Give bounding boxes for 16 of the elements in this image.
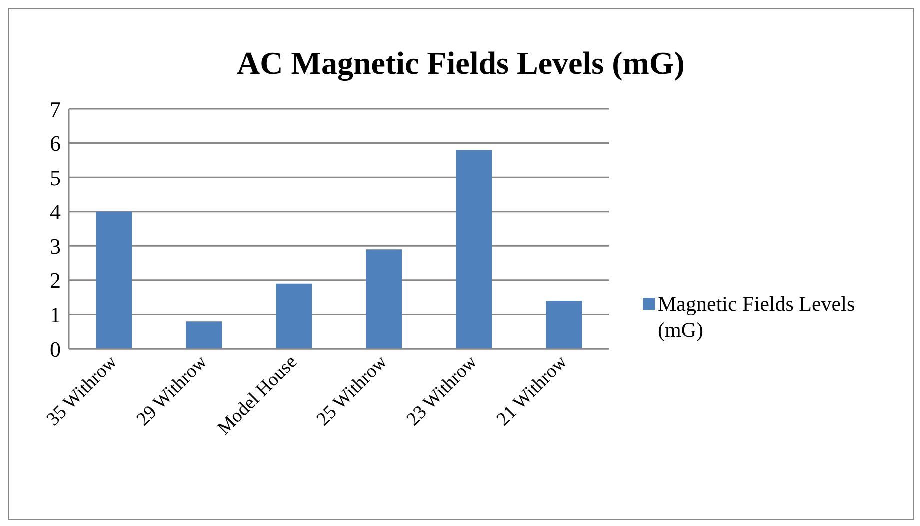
y-tick-label: 4 xyxy=(50,200,61,225)
y-tick-label: 5 xyxy=(50,165,61,190)
y-tick-label: 7 xyxy=(50,96,61,122)
bar xyxy=(186,322,222,349)
y-tick-label: 2 xyxy=(50,268,61,294)
bar xyxy=(366,250,402,349)
bar xyxy=(456,150,492,349)
y-tick-label: 0 xyxy=(50,336,61,362)
chart-title: AC Magnetic Fields Levels (mG) xyxy=(236,45,686,82)
y-tick-label: 6 xyxy=(50,131,61,156)
bar xyxy=(96,212,132,349)
bar xyxy=(546,301,582,349)
y-tick-label: 1 xyxy=(50,302,61,328)
bar xyxy=(276,284,312,349)
legend-label: Magnetic Fields Levels (mG) xyxy=(658,291,856,343)
y-tick-label: 3 xyxy=(50,234,61,259)
